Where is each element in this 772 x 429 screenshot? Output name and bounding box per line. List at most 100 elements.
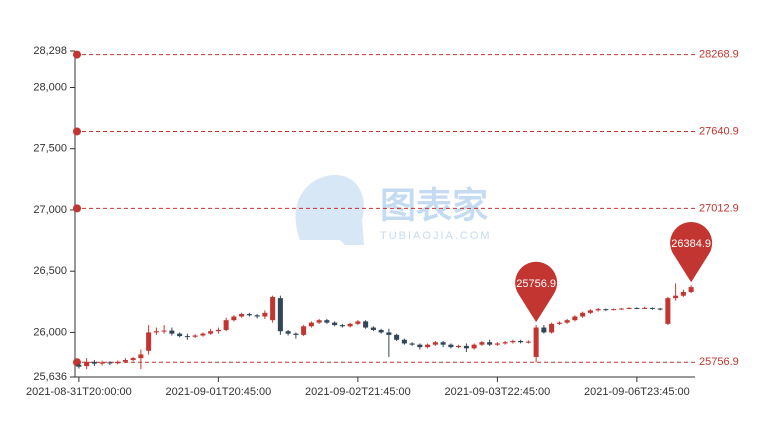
candle-body [642, 307, 648, 309]
y-tick-label: 27,000 [33, 204, 67, 216]
candle-body [533, 327, 539, 357]
watermark-title: 图表家 [380, 185, 488, 226]
candle-body [487, 342, 493, 345]
candle-body [494, 343, 500, 345]
mark-line-dot [73, 204, 81, 213]
watermark-subtitle: TUBIAOJIA.COM [380, 230, 492, 242]
candle-body [456, 345, 462, 348]
candle-body [432, 342, 438, 345]
mark-line-dot [73, 127, 81, 136]
candle-body [680, 292, 686, 296]
candle-body [479, 342, 485, 345]
candle-body [355, 321, 361, 324]
y-tick-label: 28,298 [33, 45, 67, 57]
candle-body [595, 309, 601, 311]
candle-body [239, 314, 245, 317]
candle-body [184, 336, 190, 338]
candle-body [425, 344, 431, 348]
candle-body [324, 320, 330, 323]
candle-body [417, 344, 423, 348]
candle-body [339, 325, 345, 327]
candle-body [409, 343, 415, 345]
candle-body [231, 316, 237, 321]
candle-body [556, 322, 562, 324]
mark-line-label: 28268.9 [699, 48, 739, 60]
candle-body [363, 321, 369, 328]
x-tick-label: 2021-09-06T23:45:00 [584, 386, 690, 398]
candle-body [549, 323, 555, 333]
candle-body [246, 314, 252, 316]
candle-body [285, 331, 291, 334]
x-tick-label: 2021-09-02T21:45:00 [305, 386, 411, 398]
candle-body [99, 362, 105, 364]
candle-body [634, 307, 640, 309]
candle-body [146, 332, 152, 351]
candle-body [649, 307, 655, 309]
candle-body [84, 361, 90, 367]
candle-body [262, 312, 268, 317]
candle-body [518, 340, 524, 343]
candle-body [502, 342, 508, 344]
candle-body [301, 326, 307, 335]
candle-body [471, 344, 477, 349]
candle-body [572, 316, 578, 321]
watermark: 图表家 TUBIAOJIA.COM [295, 175, 492, 245]
candle-body [378, 329, 384, 333]
candle-body [370, 327, 376, 330]
candle-body [215, 329, 221, 332]
watermark-logo [295, 175, 364, 245]
candle-body [223, 320, 229, 330]
y-tick-label: 26,500 [33, 265, 67, 277]
candle-body [580, 312, 586, 317]
mark-line-label: 25756.9 [699, 356, 739, 368]
candle-body [510, 340, 516, 343]
candle-body [293, 333, 299, 335]
candle-body [618, 308, 624, 310]
y-tick-label: 26,000 [33, 326, 67, 338]
candle-body [208, 331, 214, 334]
candle-body [611, 309, 617, 311]
candle-body [525, 341, 531, 343]
candle-body [200, 333, 206, 336]
mark-line-label: 27640.9 [699, 125, 739, 137]
candle-body [603, 309, 609, 311]
candle-body [440, 342, 446, 345]
candle-body [91, 361, 97, 364]
y-tick-label: 27,500 [33, 143, 67, 155]
candle-body [254, 315, 260, 317]
candle-body [673, 295, 679, 299]
mark-point-pin [515, 261, 558, 323]
candle-body [122, 359, 128, 362]
candle-body [130, 358, 136, 360]
candle-body [76, 364, 82, 367]
y-tick-label: 28,000 [33, 81, 67, 93]
candle-body [177, 333, 183, 337]
candle-body [394, 334, 400, 340]
y-tick-label: 25,636 [33, 371, 67, 383]
candle-body [308, 322, 314, 327]
candle-body [463, 345, 469, 349]
candle-body [587, 310, 593, 313]
candle-body [386, 332, 392, 335]
candle-body [153, 331, 159, 333]
mark-line-label: 27012.9 [699, 202, 739, 214]
candle-body [270, 296, 276, 321]
candle-body [665, 298, 671, 324]
candle-body [564, 320, 570, 323]
x-tick-label: 2021-09-03T22:45:00 [444, 386, 550, 398]
candle-body [448, 344, 454, 348]
candle-body [332, 322, 338, 326]
candle-body [316, 320, 322, 323]
candle-body [115, 361, 121, 364]
candle-body [138, 354, 144, 359]
candle-body [688, 287, 694, 293]
candle-body [107, 362, 113, 364]
candle-body [169, 330, 175, 334]
candle-body [277, 298, 283, 332]
candle-body [347, 323, 353, 327]
mark-line-dot [73, 50, 81, 59]
candle-body [626, 307, 632, 309]
candle-body [541, 327, 547, 333]
candle-body [401, 339, 407, 344]
